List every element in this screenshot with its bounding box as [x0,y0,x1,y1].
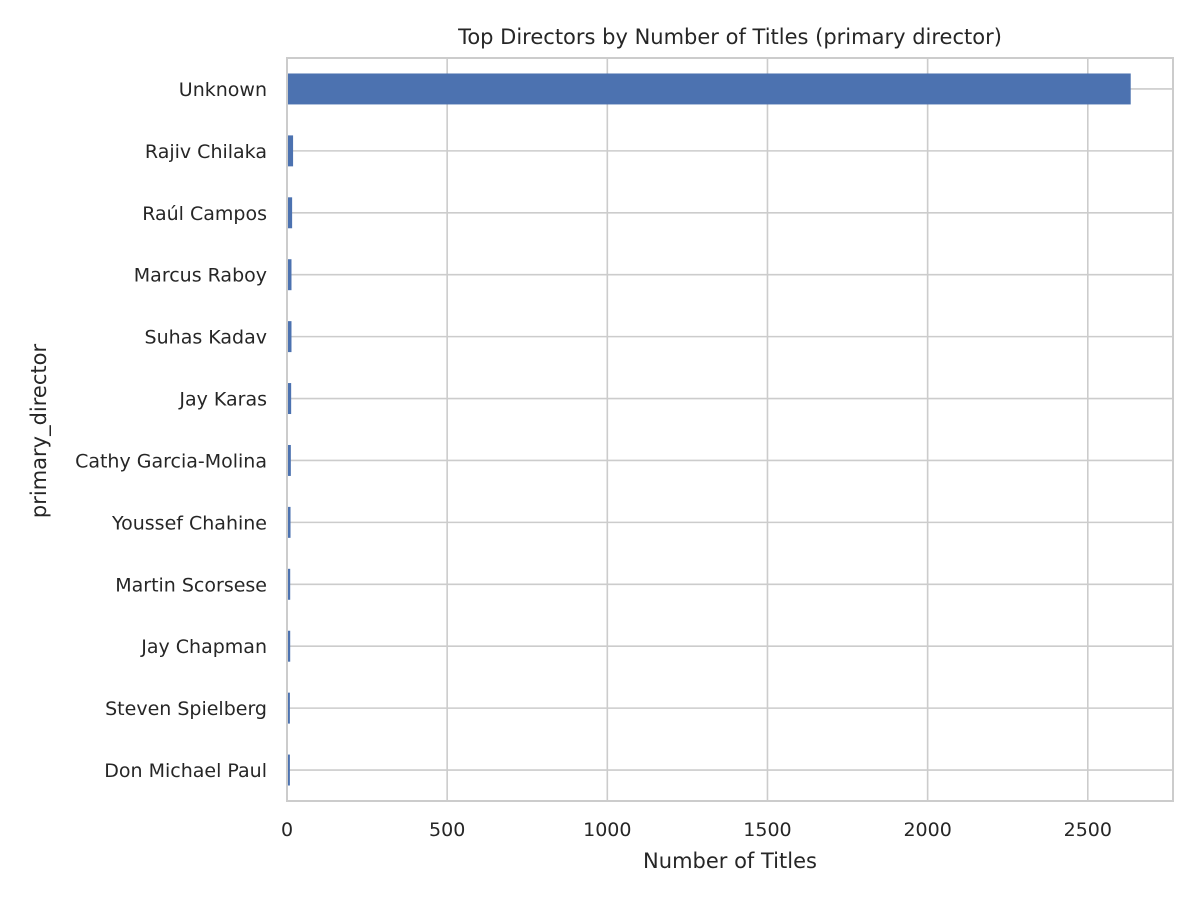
x-tick-label: 500 [429,819,465,841]
bar [287,259,292,291]
x-tick-label: 0 [281,819,293,841]
y-tick-label: Jay Karas [178,389,267,411]
bar [287,506,291,538]
bar [287,630,291,662]
bar [287,754,290,786]
y-tick-labels: Unknown Rajiv Chilaka Raúl Campos Marcus Ra… [75,79,267,782]
y-axis-label: primary_director [27,344,52,519]
bar [287,692,290,724]
bar [287,135,294,167]
y-tick-label: Marcus Raboy [134,265,267,287]
plot-frame [286,57,1174,802]
y-tick-label: Raúl Campos [142,203,267,225]
x-tick-label: 1000 [583,819,631,841]
bars [287,73,1131,786]
x-tick-labels: 0 500 1000 1500 2000 2500 [281,819,1112,841]
bar [287,197,293,229]
y-tick-label: Jay Chapman [140,636,267,658]
y-tick-label: Cathy Garcia-Molina [75,450,267,472]
y-tick-label: Rajiv Chilaka [145,141,267,163]
bar [287,444,291,476]
chart-title: Top Directors by Number of Titles (prima… [457,25,1002,49]
x-tick-label: 2000 [903,819,951,841]
bar [287,383,292,415]
bar [287,321,292,353]
x-tick-label: 1500 [743,819,791,841]
y-tick-label: Steven Spielberg [105,698,267,720]
y-tick-label: Martin Scorsese [115,574,267,596]
y-tick-label: Unknown [179,79,267,101]
y-tick-label: Youssef Chahine [111,512,267,534]
y-tick-label: Don Michael Paul [104,760,267,782]
y-tick-label: Suhas Kadav [145,327,267,349]
grid-lines [286,58,1173,801]
bar [287,73,1131,105]
bar [287,568,291,600]
x-tick-label: 2500 [1064,819,1112,841]
x-axis-label: Number of Titles [643,849,817,873]
